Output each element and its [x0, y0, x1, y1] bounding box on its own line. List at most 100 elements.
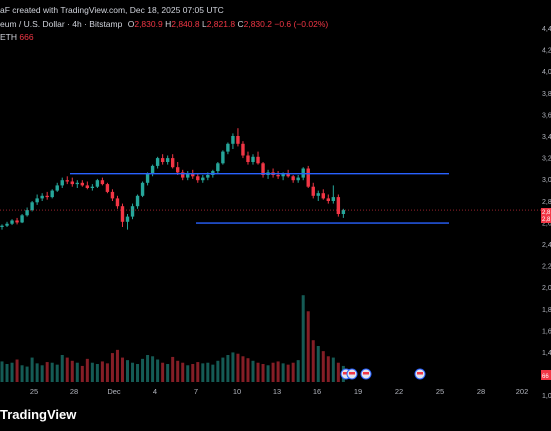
- volume-bar: [251, 360, 255, 382]
- candle-body: [191, 173, 195, 177]
- volume-bar: [181, 362, 185, 382]
- chart-created-line: aF created with TradingView.com, Dec 18,…: [0, 5, 224, 15]
- price-axis[interactable]: 4,44,24,03,83,63,43,23,02,82,62,42,22,01…: [541, 26, 551, 400]
- volume-bar: [10, 362, 14, 382]
- candle-body: [261, 163, 265, 175]
- candle-body: [30, 202, 34, 211]
- volume-bar: [161, 362, 165, 382]
- price-tick-label: 4,0: [542, 69, 551, 76]
- event-markers[interactable]: [340, 368, 426, 380]
- volume-bar: [141, 358, 145, 382]
- volume-bar: [241, 356, 245, 382]
- volume-bar: [206, 362, 210, 382]
- price-tick-label: 3,4: [542, 134, 551, 141]
- volume-bar: [196, 362, 200, 382]
- candle-body: [236, 136, 240, 144]
- volume-bar: [256, 362, 260, 382]
- candle-body: [5, 223, 9, 226]
- volume-bar: [306, 311, 310, 382]
- price-tick-label: 1,0: [542, 393, 551, 400]
- volume-bar: [246, 358, 250, 382]
- time-tick-label: 13: [273, 387, 281, 396]
- candle-body: [336, 197, 341, 214]
- volume-axis-label: 66: [542, 374, 549, 380]
- symbol-title: eum / U.S. Dollar · 4h · Bitstamp: [0, 19, 123, 29]
- event-flag-stripe: [363, 372, 369, 375]
- candle-body: [55, 185, 59, 191]
- candle-body: [15, 220, 19, 223]
- price-tick-label: 4,2: [542, 48, 551, 55]
- candle-body: [341, 210, 346, 214]
- candle-body: [231, 136, 235, 144]
- volume-bar: [75, 362, 79, 382]
- horizontal-levels[interactable]: [70, 172, 449, 224]
- volume-bar: [25, 366, 29, 382]
- candle-body: [50, 190, 54, 198]
- volume-bar: [151, 356, 155, 382]
- volume-bar: [70, 360, 74, 382]
- volume-bar: [291, 362, 295, 382]
- candle-body: [206, 175, 210, 178]
- volume-label: ETH: [0, 32, 17, 42]
- close-value: 2,830.2: [243, 19, 272, 29]
- volume-bar: [100, 361, 104, 382]
- volume-bar: [90, 362, 94, 382]
- candle-body: [125, 216, 130, 222]
- candle-body: [256, 156, 260, 164]
- time-tick-label: 7: [194, 387, 198, 396]
- candle-body: [246, 155, 250, 162]
- candle-body: [100, 180, 105, 185]
- volume-bar: [80, 365, 84, 382]
- candle-body: [201, 177, 205, 181]
- volume-bar: [226, 355, 230, 382]
- volume-bar: [30, 357, 34, 382]
- time-axis[interactable]: 25 28 Dec 4 7 10 13 16 19 22 25 28 202: [30, 387, 528, 396]
- low-label: L: [201, 19, 207, 29]
- candle-body: [45, 195, 49, 198]
- high-value: 2,840.8: [171, 19, 200, 29]
- volume-bar: [131, 362, 135, 382]
- candle-body: [181, 172, 185, 178]
- volume-bar: [156, 359, 160, 382]
- volume-bar: [105, 363, 109, 382]
- volume-bar: [60, 355, 64, 382]
- candle-body: [155, 158, 160, 166]
- volume-bar: [5, 364, 9, 382]
- candle-body: [291, 176, 295, 181]
- volume-bar: [266, 365, 270, 382]
- current-price-badge: [541, 208, 551, 223]
- candle-body: [296, 177, 300, 181]
- candle-body: [65, 180, 69, 182]
- candle-body: [90, 186, 95, 188]
- candle-body: [135, 195, 140, 207]
- volume-bar: [186, 365, 190, 382]
- volume-bar: [231, 352, 235, 382]
- volume-bar: [301, 295, 305, 382]
- tradingview-logo: TradingView: [0, 407, 77, 422]
- volume-bar: [50, 362, 54, 382]
- footer-bar: [0, 402, 551, 431]
- volume-bar: [321, 351, 325, 382]
- candle-body: [170, 158, 175, 168]
- candle-body: [105, 184, 110, 192]
- volume-legend: ETH 666: [0, 32, 34, 42]
- price-tick-label: 2,8: [542, 199, 551, 206]
- high-label: H: [165, 19, 172, 29]
- open-label: O: [127, 19, 135, 29]
- time-tick-label: 28: [477, 387, 485, 396]
- candle-body: [85, 185, 90, 188]
- event-flag-stripe: [417, 372, 423, 375]
- candle-body: [316, 193, 320, 196]
- change-value: −0.6 (−0.02%): [274, 19, 329, 29]
- candle-body: [241, 143, 245, 156]
- volume-bar: [311, 340, 315, 382]
- candlesticks: [0, 128, 346, 230]
- close-label: C: [237, 19, 244, 29]
- price-tick-label: 2,2: [542, 264, 551, 271]
- candle-body: [75, 182, 79, 185]
- volume-bar: [20, 365, 24, 382]
- candle-body: [130, 206, 135, 217]
- volume-bar: [126, 360, 129, 382]
- candle-body: [321, 193, 325, 199]
